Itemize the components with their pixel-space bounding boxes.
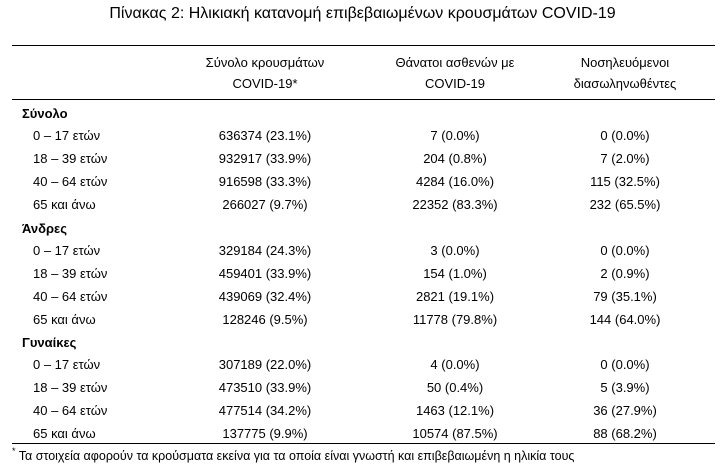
cases-cell: 932917 (33.9%) [218,151,312,166]
table-row: 40 – 64 ετών 916598 (33.3%) 4284 (16.0%) 11… [0,174,725,197]
intubated-cell: 36 (27.9%) [593,403,657,418]
deaths-cell: 50 (0.4%) [426,380,484,395]
cases-cell: 477514 (34.2%) [218,403,312,418]
cases-cell: 916598 (33.3%) [218,174,312,189]
cases-cell: 266027 (9.7%) [222,197,308,212]
table-title: Πίνακας 2: Ηλικιακή κατανομή επιβεβαιωμέ… [109,5,616,22]
row-label: 65 και άνω [33,312,96,327]
cases-cell: 636374 (23.1%) [218,128,312,143]
row-label: 40 – 64 ετών [33,403,108,418]
table-row: 65 και άνω 128246 (9.5%) 11778 (79.8%) 144 … [0,312,725,335]
group-heading: Άνδρες [22,221,67,236]
row-label: 0 – 17 ετών [33,128,101,143]
intubated-cell: 79 (35.1%) [593,289,657,304]
table-row: 65 και άνω 266027 (9.7%) 22352 (83.3%) 232 … [0,197,725,220]
table-row: 18 – 39 ετών 459401 (33.9%) 154 (1.0%) 2 (0… [0,266,725,289]
intubated-cell: 0 (0.0%) [600,243,650,258]
row-label: 0 – 17 ετών [33,357,101,372]
cases-cell: 459401 (33.9%) [218,266,312,281]
intubated-cell: 115 (32.5%) [590,174,660,189]
row-label: 40 – 64 ετών [33,289,108,304]
row-label: 18 – 39 ετών [33,266,108,281]
deaths-cell: 22352 (83.3%) [412,197,498,212]
deaths-cell: 1463 (12.1%) [415,403,495,418]
table-row: 65 και άνω 137775 (9.9%) 10574 (87.5%) 88 (… [0,426,725,449]
footnote-text: Τα στοιχεία αφορούν τα κρούσματα εκείνα … [18,449,575,463]
deaths-cell: 2821 (19.1%) [415,289,495,304]
cases-cell: 473510 (33.9%) [218,380,312,395]
column-header-line: COVID-19* [232,76,298,91]
top-rule [12,45,715,46]
column-header-deaths: Θάνατοι ασθενών με COVID-19 [380,52,530,94]
column-header-line: διασωληνωθέντες [573,76,677,91]
row-label: 18 – 39 ετών [33,380,108,395]
cases-cell: 329184 (24.3%) [218,243,312,258]
deaths-cell: 11778 (79.8%) [412,312,498,327]
cases-cell: 128246 (9.5%) [222,312,308,327]
intubated-cell: 0 (0.0%) [600,128,650,143]
deaths-cell: 3 (0.0%) [430,243,480,258]
cases-cell: 439069 (32.4%) [218,289,312,304]
deaths-cell: 4 (0.0%) [430,357,480,372]
row-label: 65 και άνω [33,426,96,441]
column-header-line: Θάνατοι ασθενών με [395,55,515,70]
cases-cell: 307189 (22.0%) [218,357,312,372]
intubated-cell: 2 (0.9%) [600,266,650,281]
table-row: 0 – 17 ετών 329184 (24.3%) 3 (0.0%) 0 (0.0%… [0,243,725,266]
table-row: 40 – 64 ετών 439069 (32.4%) 2821 (19.1%) 79… [0,289,725,312]
deaths-cell: 7 (0.0%) [430,128,480,143]
bottom-rule [12,443,715,444]
deaths-cell: 4284 (16.0%) [415,174,495,189]
column-header-line: Σύνολο κρουσμάτων [205,55,325,70]
row-label: 40 – 64 ετών [33,174,108,189]
intubated-cell: 144 (64.0%) [589,312,661,327]
footnote-marker: * [12,446,16,456]
intubated-cell: 232 (65.5%) [589,197,661,212]
header-rule [12,99,715,100]
table-row: 18 – 39 ετών 932917 (33.9%) 204 (0.8%) 7 (2… [0,151,725,174]
table-row: 0 – 17 ετών 307189 (22.0%) 4 (0.0%) 0 (0.0%… [0,357,725,380]
table-row: 18 – 39 ετών 473510 (33.9%) 50 (0.4%) 5 (3.… [0,380,725,403]
intubated-cell: 88 (68.2%) [593,426,657,441]
deaths-cell: 154 (1.0%) [423,266,487,281]
row-label: 0 – 17 ετών [33,243,101,258]
cases-cell: 137775 (9.9%) [222,426,308,441]
row-label: 65 και άνω [33,197,96,212]
group-heading: Γυναίκες [22,335,77,350]
intubated-cell: 5 (3.9%) [600,380,650,395]
footnote: * Τα στοιχεία αφορούν τα κρούσματα εκείν… [12,446,574,463]
table-row: 0 – 17 ετών 636374 (23.1%) 7 (0.0%) 0 (0.0%… [0,128,725,151]
intubated-cell: 0 (0.0%) [600,357,650,372]
column-header-cases: Σύνολο κρουσμάτων COVID-19* [200,52,330,94]
deaths-cell: 204 (0.8%) [423,151,487,166]
column-header-line: COVID-19 [425,76,485,91]
deaths-cell: 10574 (87.5%) [412,426,498,441]
table-row: 40 – 64 ετών 477514 (34.2%) 1463 (12.1%) 36… [0,403,725,426]
group-heading: Σύνολο [22,106,68,121]
intubated-cell: 7 (2.0%) [600,151,650,166]
column-header-intubated: Νοσηλευόμενοι διασωληνωθέντες [550,52,700,94]
row-label: 18 – 39 ετών [33,151,108,166]
column-header-line: Νοσηλευόμενοι [580,55,670,70]
